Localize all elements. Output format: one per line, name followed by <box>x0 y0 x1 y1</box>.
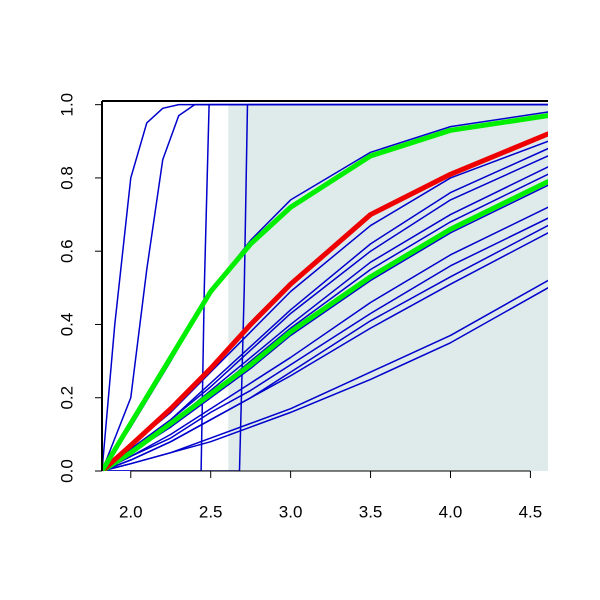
curve <box>102 287 548 471</box>
curve <box>102 103 548 471</box>
curve <box>102 179 548 471</box>
curve <box>102 217 548 471</box>
x-tick-label: 4.5 <box>519 502 543 521</box>
plot-area <box>102 103 548 471</box>
curve <box>102 206 548 471</box>
x-tick-label: 2.5 <box>199 502 223 521</box>
curve <box>102 103 548 471</box>
y-tick-label: 0.6 <box>57 239 76 263</box>
curve <box>102 232 548 471</box>
y-tick-label: 0.0 <box>57 459 76 483</box>
shaded-region <box>228 104 548 472</box>
curve <box>102 113 548 471</box>
y-tick-label: 0.2 <box>57 386 76 410</box>
curve <box>102 131 548 471</box>
curve <box>102 103 548 471</box>
y-tick-label: 0.8 <box>57 166 76 190</box>
x-tick-label: 4.0 <box>439 502 463 521</box>
y-tick-label: 1.0 <box>57 93 76 117</box>
x-tick-label: 3.0 <box>279 502 303 521</box>
curve <box>102 155 548 471</box>
x-tick-label: 3.5 <box>359 502 383 521</box>
y-tick-label: 0.4 <box>57 313 76 337</box>
x-tick-label: 2.0 <box>119 502 143 521</box>
